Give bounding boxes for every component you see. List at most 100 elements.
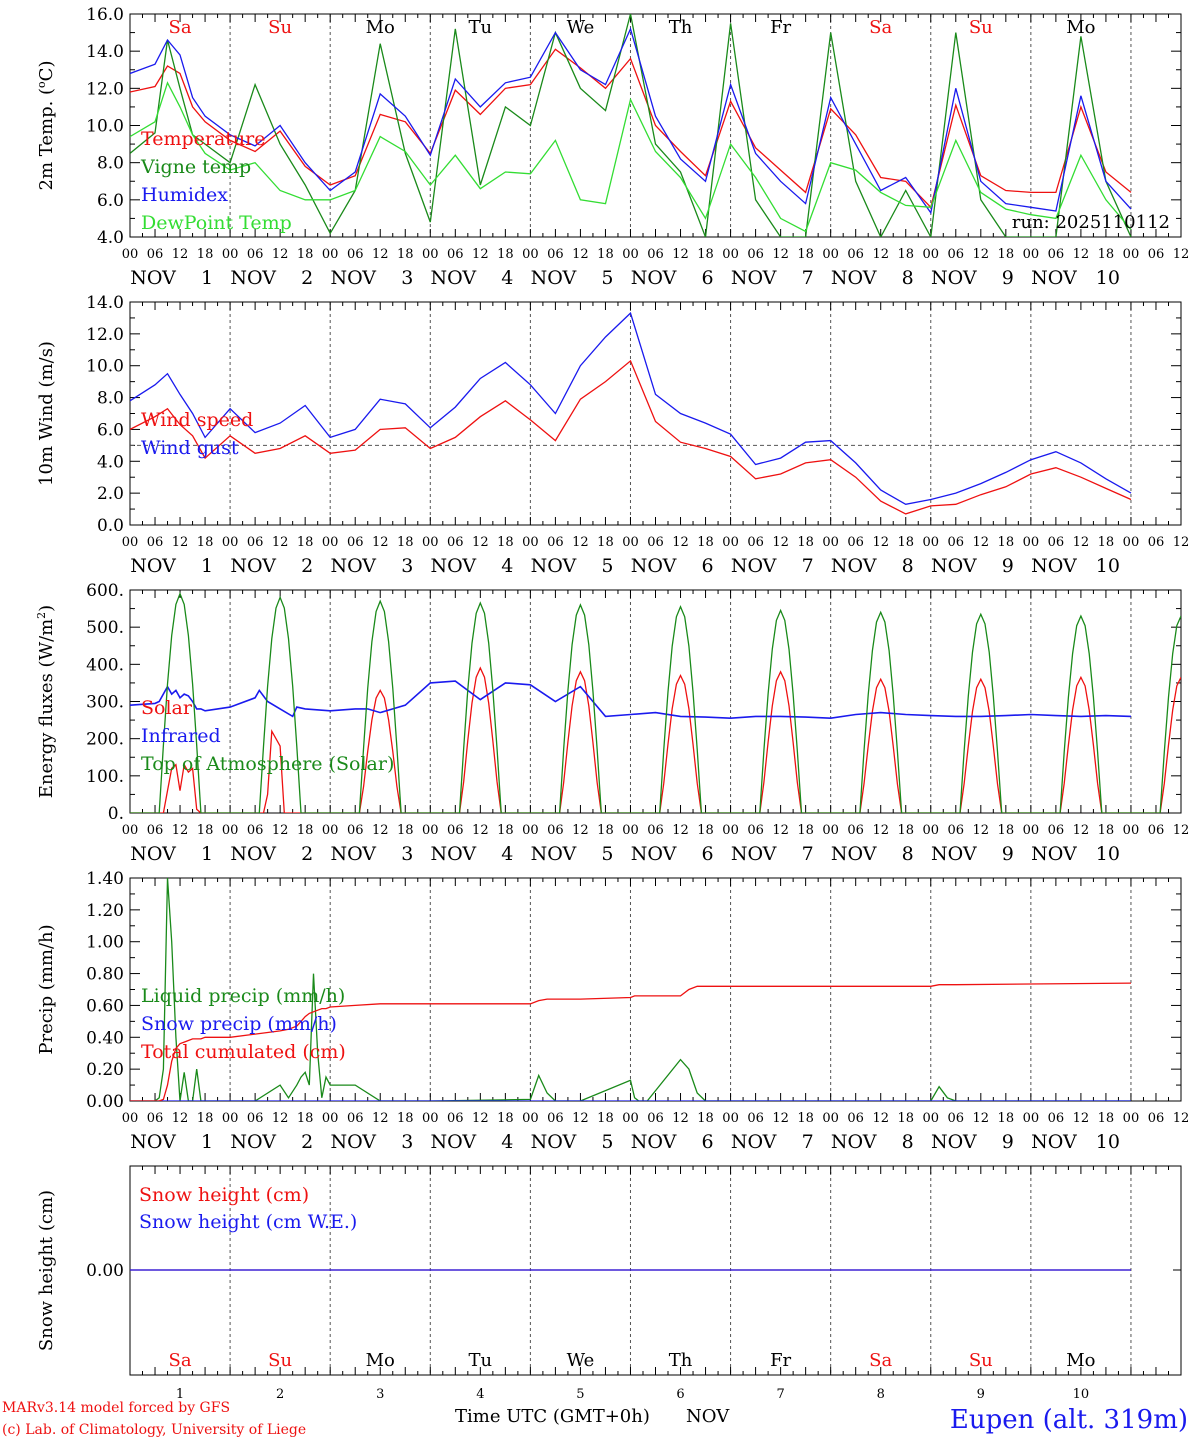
day-number-label: 7: [802, 267, 814, 289]
day-number-label: 10: [1096, 555, 1120, 577]
y-tick-label: 300.: [86, 693, 124, 713]
hour-tick-label: 00: [422, 1111, 439, 1126]
hour-tick-label: 06: [547, 247, 564, 262]
day-number-label: 6: [701, 843, 713, 865]
hour-tick-label: 18: [297, 823, 314, 838]
weekday-label: Sa: [869, 1350, 892, 1371]
hour-tick-label: 18: [1098, 247, 1115, 262]
hour-tick-label: 00: [522, 535, 539, 550]
hour-tick-label: 12: [172, 1111, 189, 1126]
hour-tick-label: 18: [998, 1111, 1015, 1126]
y-axis-label: 2m Temp. (oC): [35, 61, 57, 191]
hour-tick-label: 00: [222, 823, 239, 838]
hour-tick-label: 12: [272, 823, 289, 838]
day-number-label: 8: [877, 1387, 885, 1402]
month-label: NOV: [531, 555, 577, 577]
time-axis-label: Time UTC (GMT+0h): [455, 1406, 650, 1427]
panel-2: 10m Wind (m/s) 0.0 2.0 4.0 6.0 8.0 10.0 12.0 14.…: [36, 293, 1189, 577]
hour-tick-label: 18: [697, 823, 714, 838]
legend-entry: Total cumulated (cm): [141, 1041, 346, 1063]
panel-3: Energy fluxes (W/m2)0.100.200.300.400.50…: [35, 581, 1189, 865]
month-label: NOV: [531, 843, 577, 865]
hour-tick-label: 00: [522, 247, 539, 262]
day-number-label: 10: [1096, 267, 1120, 289]
month-label: NOV: [831, 843, 877, 865]
weekday-label: Tu: [469, 17, 493, 38]
hour-tick-label: 00: [422, 535, 439, 550]
y-tick-label: 0.: [108, 804, 124, 824]
hour-tick-label: 00: [822, 247, 839, 262]
series-line-4: [130, 81, 1132, 233]
weekday-label: Sa: [169, 17, 192, 38]
hour-tick-label: 12: [172, 247, 189, 262]
weekday-label: Fr: [770, 1350, 791, 1371]
legend-entry: Top of Atmosphere (Solar): [141, 753, 394, 775]
day-number-label: 8: [902, 555, 914, 577]
hour-tick-label: 12: [872, 1111, 889, 1126]
month-label: NOV: [431, 267, 477, 289]
day-number-label: 6: [676, 1387, 684, 1402]
day-number-label: 1: [201, 1131, 213, 1153]
weekday-label: Th: [669, 1350, 693, 1371]
y-tick-label: 200.: [86, 730, 124, 750]
hour-tick-label: 00: [322, 1111, 339, 1126]
hour-tick-label: 06: [447, 823, 464, 838]
hour-tick-label: 12: [872, 535, 889, 550]
hour-tick-label: 06: [1048, 535, 1065, 550]
hour-tick-label: 18: [397, 535, 414, 550]
month-label: NOV: [686, 1406, 730, 1427]
y-tick-label: 1.40: [86, 869, 124, 889]
hour-tick-label: 00: [622, 247, 639, 262]
day-number-label: 6: [701, 555, 713, 577]
hour-tick-label: 06: [1148, 247, 1165, 262]
weekday-label: Mo: [1066, 1350, 1095, 1371]
day-number-label: 10: [1073, 1387, 1090, 1402]
series-line-1: [130, 359, 1132, 515]
hour-tick-label: 12: [1073, 535, 1090, 550]
month-label: NOV: [731, 267, 777, 289]
month-label: NOV: [531, 1131, 577, 1153]
y-tick-label: 14.0: [86, 42, 124, 62]
day-number-label: 3: [376, 1387, 384, 1402]
hour-tick-label: 00: [722, 535, 739, 550]
y-tick-label: 6.0: [97, 420, 124, 440]
month-label: NOV: [1031, 267, 1077, 289]
weekday-label: We: [567, 1350, 595, 1371]
hour-tick-label: 00: [922, 247, 939, 262]
weekday-label: Fr: [770, 17, 791, 38]
y-tick-label: 12.0: [86, 325, 124, 345]
day-number-label: 8: [902, 267, 914, 289]
legend-entry: Temperature: [141, 128, 265, 150]
month-label: NOV: [130, 843, 176, 865]
month-label: NOV: [431, 555, 477, 577]
month-label: NOV: [631, 555, 677, 577]
hour-tick-label: 00: [1023, 823, 1040, 838]
panel-frame: [129, 589, 1182, 814]
y-tick-label: 0.60: [86, 996, 124, 1016]
hour-tick-label: 00: [922, 1111, 939, 1126]
hour-tick-label: 18: [897, 535, 914, 550]
legend-entry: Humidex: [141, 184, 228, 206]
day-number-label: 9: [1002, 555, 1014, 577]
day-number-label: 2: [301, 267, 313, 289]
y-tick-label: 0.20: [86, 1060, 124, 1080]
hour-tick-label: 00: [422, 823, 439, 838]
station-label: Eupen (alt. 319m): [950, 1405, 1188, 1435]
hour-tick-label: 06: [347, 247, 364, 262]
month-label: NOV: [431, 843, 477, 865]
y-tick-label: 4.0: [97, 452, 124, 472]
hour-tick-label: 12: [672, 247, 689, 262]
legend-entry: Snow precip (mm/h): [141, 1013, 337, 1035]
hour-tick-label: 06: [647, 1111, 664, 1126]
hour-tick-label: 12: [1173, 535, 1190, 550]
hour-tick-label: 12: [272, 247, 289, 262]
hour-tick-label: 18: [797, 1111, 814, 1126]
month-label: NOV: [1031, 1131, 1077, 1153]
hour-tick-label: 18: [998, 247, 1015, 262]
hour-tick-label: 06: [1048, 823, 1065, 838]
hour-tick-label: 06: [547, 823, 564, 838]
hour-tick-label: 12: [572, 1111, 589, 1126]
series-line-3: [130, 982, 1132, 1101]
hour-tick-label: 12: [372, 823, 389, 838]
weekday-label: Mo: [366, 1350, 395, 1371]
